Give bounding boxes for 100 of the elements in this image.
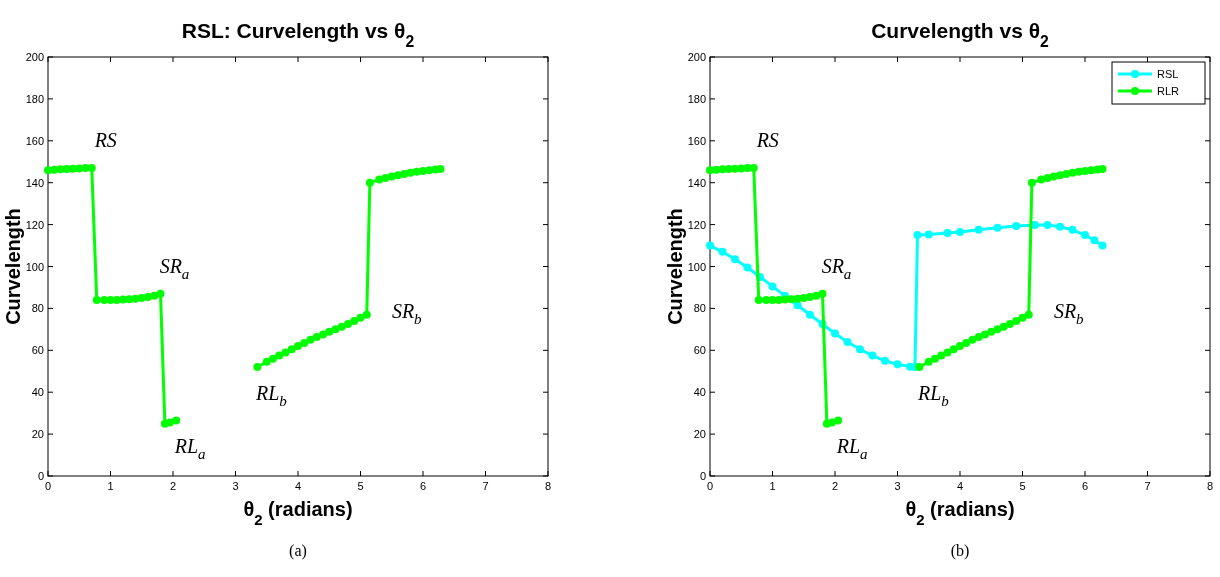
text: (b) [950,542,970,560]
legend-label: RSL [1157,68,1179,80]
y-tick-label: 60 [693,344,706,357]
point [956,227,964,236]
point [362,310,371,319]
point [706,241,714,250]
y-tick-label: 100 [25,260,44,273]
x-tick-label: 5 [357,480,364,492]
point [949,345,958,354]
point [913,231,922,240]
chart-title: Curvelength vs θ$_{2}$ [871,19,1050,50]
point [1012,316,1021,325]
point [425,166,434,175]
point [831,329,839,338]
point [818,289,827,298]
point [262,357,271,366]
point [868,351,877,360]
chart-title: RSL: Curvelength vs θ$_{2}$ [181,19,415,50]
x-tick-label: 4 [956,480,964,492]
point [962,338,971,347]
annotation: RS [755,128,779,151]
x-tick-label: 0 [706,480,714,492]
point [1098,165,1107,174]
annotation: SR$_{b}$ [1053,299,1085,328]
point [253,363,262,372]
x-tick-label: 5 [1019,480,1026,492]
y-tick-label: 180 [687,92,706,105]
annotation: RS [93,128,117,151]
point [1056,222,1064,231]
x-axis-title: θ$_{2}$ (radians) [905,498,1015,528]
point [1031,221,1039,230]
point [1006,320,1014,329]
y-tick-label: 0 [699,470,706,482]
x-tick-label: 8 [544,480,552,492]
annotation: RL$_{a}$ [835,435,868,463]
point [100,296,109,305]
point [436,165,445,174]
point [787,295,796,304]
annotation: SR$_{b}$ [391,299,423,328]
point [350,316,359,325]
y-tick-label: 80 [31,302,44,315]
point [1087,166,1096,175]
y-tick-label: 140 [25,176,44,189]
point [125,295,134,304]
annotation: SR$_{a}$ [159,254,190,283]
point [319,330,327,339]
x-tick-label: 2 [169,480,177,492]
annotation: SR$_{a}$ [821,254,852,283]
point [974,225,983,234]
point [712,165,721,174]
x-tick-label: 3 [232,480,239,492]
point [749,164,758,173]
annotation: RL$_{a}$ [173,435,206,463]
x-tick-label: 2 [831,480,839,492]
point [1081,231,1089,240]
y-tick-label: 160 [25,134,44,147]
point [743,263,752,272]
y-tick-label: 60 [31,344,44,357]
point [1037,175,1046,184]
x-tick-label: 4 [294,480,302,492]
text: (a) [289,542,307,560]
point [92,296,101,305]
point [806,310,814,319]
y-tick-label: 180 [25,92,44,105]
point [827,418,836,427]
point [287,345,296,354]
point [400,169,409,178]
point [993,223,1002,232]
x-tick-label: 7 [482,480,489,492]
point [1012,222,1021,231]
point [337,322,346,331]
point [87,164,96,173]
y-tick-label: 20 [693,428,706,441]
point [937,351,946,360]
point [1027,178,1036,187]
y-tick-label: 40 [31,386,44,399]
point [893,360,902,369]
x-tick-label: 1 [107,480,114,492]
point [300,338,309,347]
point [1068,225,1077,234]
point [834,416,843,425]
y-tick-label: 20 [31,428,44,441]
point [50,165,59,174]
point [150,291,159,300]
point [737,164,746,173]
annotation: RL$_{b}$ [916,381,950,410]
point [344,320,352,329]
point [375,175,384,184]
point [165,418,174,427]
point [1018,313,1027,322]
point [731,255,739,264]
y-tick-label: 200 [25,51,44,63]
point [1062,169,1071,178]
point [172,416,181,425]
y-tick-label: 200 [687,51,706,63]
point [987,327,996,336]
point [356,313,365,322]
x-tick-label: 6 [419,480,427,492]
y-tick-label: 120 [687,218,706,231]
x-tick-label: 7 [1144,480,1151,492]
